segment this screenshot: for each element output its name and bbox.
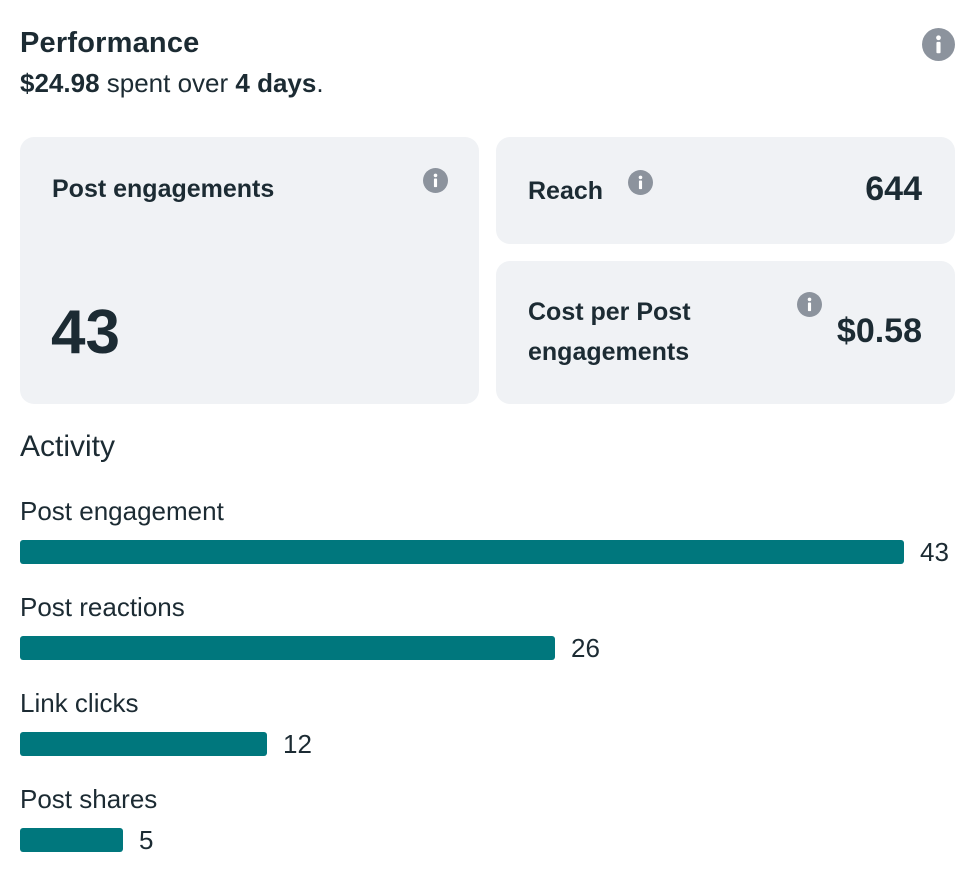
spent-duration: 4 days bbox=[235, 68, 317, 98]
activity-value: 43 bbox=[920, 537, 949, 567]
info-icon[interactable] bbox=[423, 168, 448, 193]
reach-label: Reach bbox=[528, 177, 604, 205]
cost-per-label-line2: engagements bbox=[528, 338, 690, 366]
activity-bar bbox=[20, 732, 267, 756]
post-engagements-label: Post engagements bbox=[52, 175, 275, 203]
page-title: Performance bbox=[20, 27, 200, 59]
cost-per-engagement-card: Cost per Post engagements $0.58 bbox=[496, 261, 955, 404]
activity-bar bbox=[20, 828, 123, 852]
info-icon[interactable] bbox=[922, 28, 955, 61]
activity-heading: Activity bbox=[20, 430, 116, 463]
reach-card: Reach 644 bbox=[496, 137, 955, 244]
spent-amount: $24.98 bbox=[20, 68, 100, 98]
cost-per-engagement-value: $0.58 bbox=[836, 312, 922, 350]
cost-per-engagement-label: Cost per Post engagements bbox=[528, 292, 691, 372]
activity-label: Post shares bbox=[20, 784, 158, 814]
spent-middle-text: spent over bbox=[99, 68, 236, 98]
cost-per-label-line1: Cost per Post bbox=[528, 298, 691, 326]
spend-summary: $24.98 spent over 4 days. bbox=[20, 68, 324, 99]
activity-bar bbox=[20, 540, 904, 564]
activity-label: Post reactions bbox=[20, 592, 185, 622]
post-engagements-card: Post engagements 43 bbox=[20, 137, 479, 404]
activity-value: 26 bbox=[571, 633, 600, 663]
reach-value: 644 bbox=[865, 170, 922, 208]
spent-end-text: . bbox=[316, 68, 324, 98]
info-icon[interactable] bbox=[628, 170, 653, 195]
activity-value: 5 bbox=[139, 825, 154, 855]
activity-bar bbox=[20, 636, 555, 660]
post-engagements-value: 43 bbox=[51, 298, 120, 367]
activity-label: Link clicks bbox=[20, 688, 139, 718]
activity-label: Post engagement bbox=[20, 496, 224, 526]
info-icon[interactable] bbox=[797, 292, 822, 317]
activity-value: 12 bbox=[283, 729, 312, 759]
